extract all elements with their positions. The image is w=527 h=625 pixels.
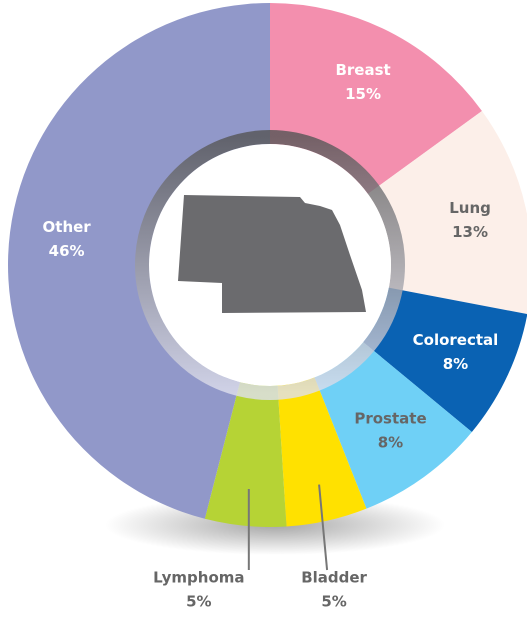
category-label: Lung xyxy=(449,199,491,217)
slice xyxy=(277,376,367,527)
category-label: Lymphoma xyxy=(153,569,244,587)
slice xyxy=(204,381,287,528)
value-label: 8% xyxy=(378,433,403,451)
value-label: 5% xyxy=(321,593,346,611)
nebraska-map xyxy=(178,195,366,313)
labels: Breast 15% Lung 13% Colorectal 8% Prostate 8% Bl… xyxy=(43,61,499,611)
slice xyxy=(362,287,527,433)
slice xyxy=(367,111,527,315)
leader-line xyxy=(318,484,329,571)
value-label: 8% xyxy=(443,355,468,373)
category-label: Bladder xyxy=(301,569,367,587)
value-label: 15% xyxy=(345,85,381,103)
category-label: Prostate xyxy=(354,409,426,427)
value-label: 13% xyxy=(452,223,488,241)
inner-ring xyxy=(135,130,405,400)
value-label: 46% xyxy=(49,242,85,260)
category-label: Breast xyxy=(335,61,390,79)
category-label: Other xyxy=(43,218,92,236)
value-label: 5% xyxy=(186,593,211,611)
category-label: Colorectal xyxy=(413,331,499,349)
slice xyxy=(314,341,472,509)
